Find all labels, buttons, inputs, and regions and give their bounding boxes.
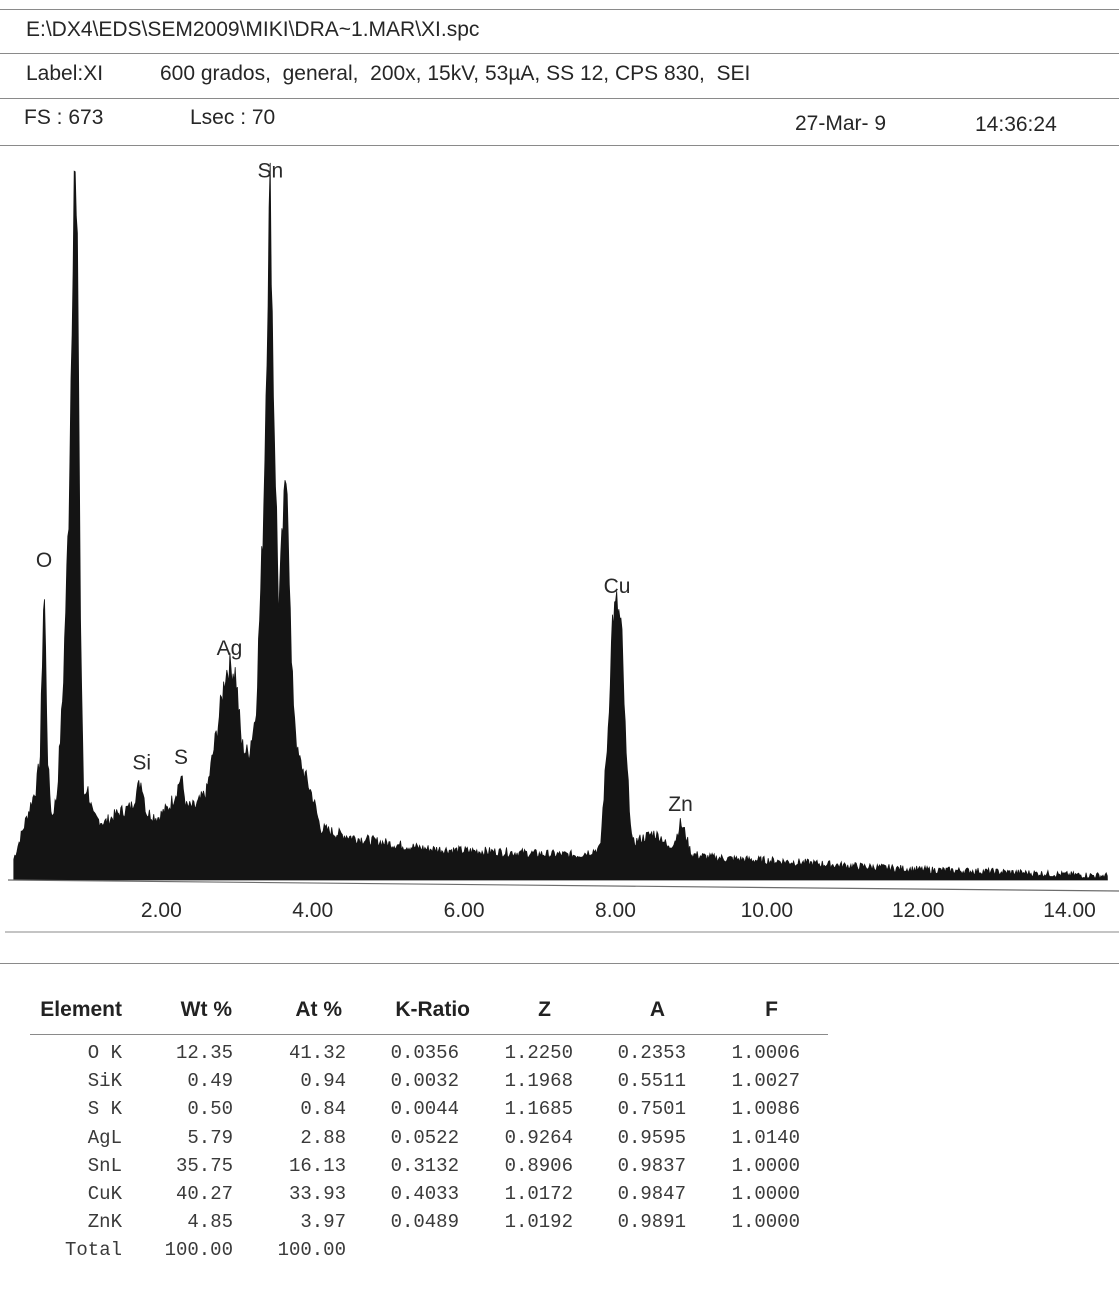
table-cell: 2.88 bbox=[300, 1126, 346, 1149]
rule-3 bbox=[0, 145, 1119, 146]
table-cell: 0.84 bbox=[300, 1098, 346, 1121]
table-cell: 0.0032 bbox=[390, 1070, 459, 1093]
table-cell: 0.9264 bbox=[504, 1126, 573, 1149]
table-cell: 1.0086 bbox=[731, 1098, 800, 1121]
table-cell: 1.2250 bbox=[504, 1042, 573, 1064]
x-tick-label: 12.00 bbox=[892, 899, 945, 922]
table-header-rule bbox=[30, 1034, 828, 1035]
x-axis-line bbox=[7, 879, 1119, 892]
table-cell: 1.0006 bbox=[731, 1042, 800, 1064]
eds-spectrum-chart: O Cu Si S Ag Sn Cu Zn 2.00 4.00 6.00 8.00 10.00 12.0… bbox=[5, 145, 1119, 933]
rule-1 bbox=[0, 53, 1119, 54]
table-header-cell: A bbox=[649, 998, 665, 1021]
table-cell: 16.13 bbox=[288, 1154, 346, 1177]
table-top-rule bbox=[0, 963, 1119, 964]
table-cell: 1.0000 bbox=[731, 1154, 800, 1177]
table-cell: 0.49 bbox=[187, 1070, 233, 1093]
table-cell: 0.7501 bbox=[617, 1098, 686, 1121]
table-cell: 1.1685 bbox=[504, 1098, 573, 1121]
element-name-cell: CuK bbox=[87, 1183, 122, 1205]
table-cell: 4.85 bbox=[187, 1211, 233, 1234]
table-cell: 35.75 bbox=[175, 1154, 233, 1177]
table-cell: 0.3132 bbox=[390, 1154, 459, 1177]
element-name-cell: O K bbox=[87, 1042, 122, 1064]
table-cell: 1.0000 bbox=[731, 1183, 800, 1205]
element-name-cell: SnL bbox=[87, 1154, 122, 1177]
peak-label: Si bbox=[132, 751, 151, 774]
peak-label: Sn bbox=[258, 159, 284, 182]
table-header-cell: Z bbox=[538, 998, 551, 1021]
total-cell: 100.00 bbox=[277, 1239, 346, 1262]
table-cell: 5.79 bbox=[187, 1126, 233, 1149]
total-cell: 100.00 bbox=[164, 1239, 233, 1262]
total-label: Total bbox=[64, 1239, 122, 1262]
table-cell: 0.50 bbox=[187, 1098, 233, 1121]
table-cell: 0.94 bbox=[300, 1070, 346, 1093]
x-tick-label: 10.00 bbox=[741, 899, 794, 922]
table-cell: 12.35 bbox=[175, 1042, 233, 1064]
table-cell: 1.0027 bbox=[731, 1070, 800, 1093]
x-tick-label: 2.00 bbox=[141, 899, 182, 922]
element-name-cell: SiK bbox=[87, 1070, 122, 1093]
table-cell: 0.9847 bbox=[617, 1183, 686, 1205]
peak-label: S bbox=[174, 746, 188, 769]
peak-label: Cu bbox=[604, 575, 631, 598]
table-cell: 0.0356 bbox=[390, 1042, 459, 1064]
top-rule bbox=[0, 9, 1119, 10]
table-header-cell: F bbox=[765, 998, 778, 1021]
table-cell: 1.0140 bbox=[731, 1126, 800, 1149]
x-tick-label: 14.00 bbox=[1043, 899, 1096, 922]
peak-label: Zn bbox=[668, 793, 693, 816]
date-text: 27-Mar- 9 bbox=[795, 112, 887, 135]
table-cell: 0.8906 bbox=[504, 1154, 573, 1177]
table-cell: 40.27 bbox=[175, 1183, 233, 1205]
table-header-cell: K-Ratio bbox=[395, 998, 470, 1021]
x-tick-label: 8.00 bbox=[595, 899, 636, 922]
table-cell: 33.93 bbox=[288, 1183, 346, 1205]
lsec-text: Lsec : 70 bbox=[190, 106, 276, 129]
label-text: Label:XI bbox=[26, 62, 104, 85]
table-cell: 1.0172 bbox=[504, 1183, 573, 1205]
fs-text: FS : 673 bbox=[24, 106, 104, 129]
element-name-cell: AgL bbox=[87, 1126, 122, 1149]
table-cell: 1.0192 bbox=[504, 1211, 573, 1234]
peak-label: Ag bbox=[217, 637, 243, 660]
conditions-text: 600 grados, general, 200x, 15kV, 53µA, S… bbox=[160, 62, 751, 85]
table-cell: 41.32 bbox=[288, 1042, 346, 1064]
table-cell: 0.5511 bbox=[617, 1070, 686, 1093]
table-cell: 0.9837 bbox=[617, 1154, 686, 1177]
table-cell: 0.4033 bbox=[390, 1183, 459, 1205]
table-cell: 0.2353 bbox=[617, 1042, 686, 1064]
element-name-cell: S K bbox=[87, 1098, 122, 1121]
peak-label: Cu bbox=[61, 145, 88, 146]
table-cell: 0.9595 bbox=[617, 1126, 686, 1149]
element-name-cell: ZnK bbox=[87, 1211, 122, 1234]
x-tick-label: 4.00 bbox=[292, 899, 333, 922]
spectrum-series bbox=[13, 162, 1108, 881]
table-cell: 0.0522 bbox=[390, 1126, 459, 1149]
table-cell: 0.0044 bbox=[390, 1098, 459, 1121]
table-cell: 0.0489 bbox=[390, 1211, 459, 1234]
table-cell: 1.1968 bbox=[504, 1070, 573, 1093]
file-path: E:\DX4\EDS\SEM2009\MIKI\DRA~1.MAR\XI.spc bbox=[26, 18, 480, 41]
rule-2 bbox=[0, 98, 1119, 99]
table-cell: 3.97 bbox=[300, 1211, 346, 1234]
table-cell: 0.9891 bbox=[617, 1211, 686, 1234]
peak-label: O bbox=[36, 549, 52, 572]
table-header-cell: Element bbox=[40, 998, 122, 1021]
table-header-cell: At % bbox=[295, 998, 342, 1021]
time-text: 14:36:24 bbox=[975, 113, 1057, 136]
table-cell: 1.0000 bbox=[731, 1211, 800, 1234]
x-tick-label: 6.00 bbox=[444, 899, 485, 922]
table-header-cell: Wt % bbox=[180, 998, 232, 1021]
